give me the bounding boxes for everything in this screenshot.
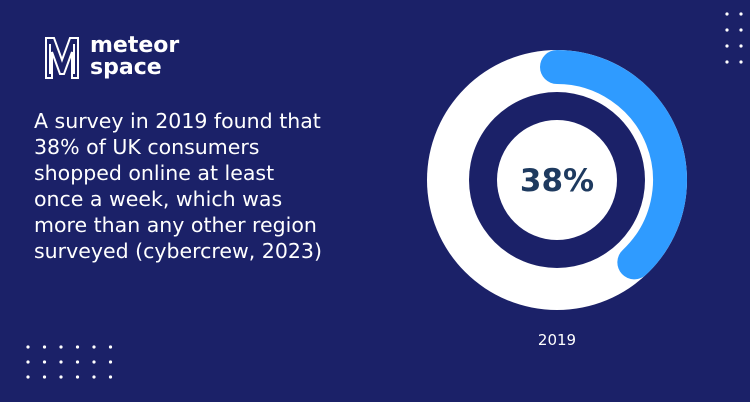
dot	[75, 360, 80, 364]
dot	[725, 60, 729, 64]
dot	[75, 375, 80, 379]
text-line: shopped online at least	[34, 161, 275, 185]
dot	[26, 345, 30, 349]
text-line: A survey in 2019 found that	[34, 109, 321, 133]
dot	[739, 28, 743, 32]
dot	[59, 345, 63, 349]
dot	[725, 12, 729, 16]
dot	[739, 12, 743, 16]
dot	[75, 345, 80, 349]
dots	[26, 12, 743, 379]
text-line: surveyed (cybercrew, 2023)	[34, 239, 322, 263]
text-line: once a week, which was	[34, 187, 283, 211]
dot	[108, 345, 113, 349]
dot	[725, 28, 729, 32]
dot	[92, 345, 96, 349]
value-label: 38%	[520, 163, 594, 199]
dot	[108, 375, 113, 379]
donut-arc	[540, 50, 687, 280]
category-label: 2019	[538, 331, 576, 349]
dot	[59, 360, 63, 364]
dot	[739, 60, 743, 64]
dot	[26, 360, 30, 364]
dot	[108, 360, 113, 364]
dot	[42, 360, 47, 364]
donut-chart: 38% 2019	[427, 50, 687, 349]
description: A survey in 2019 found that 38% of UK con…	[34, 108, 322, 264]
dot	[42, 345, 47, 349]
text-line: 38% of UK consumers	[34, 135, 260, 159]
dot	[59, 375, 63, 379]
donut-center	[497, 120, 617, 240]
logo-text: space	[90, 55, 162, 80]
dot	[92, 375, 96, 379]
dot	[739, 44, 743, 48]
logo-text: meteor	[90, 33, 179, 58]
logo-mark	[45, 37, 79, 79]
dot	[725, 44, 729, 48]
dot	[92, 360, 96, 364]
text-line: more than any other region	[34, 213, 317, 237]
dot	[42, 375, 47, 379]
dot	[26, 375, 30, 379]
